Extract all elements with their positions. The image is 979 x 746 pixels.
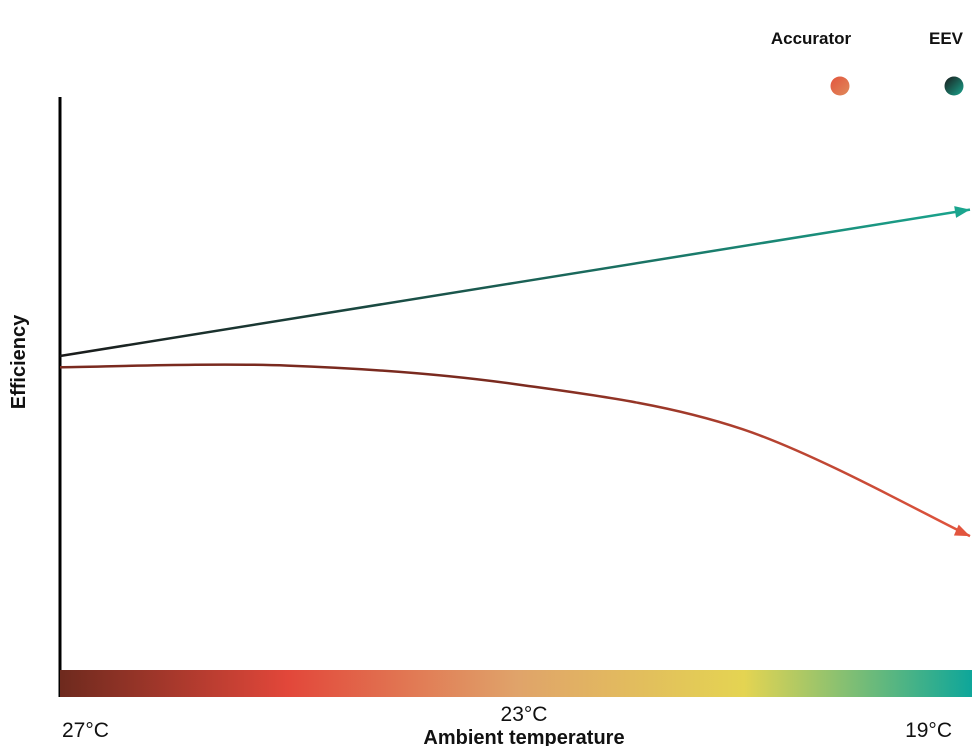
legend-label-accurator: Accurator (771, 29, 852, 48)
x-tick-label-19: 19°C (905, 719, 952, 742)
legend: Accurator EEV (771, 29, 964, 96)
x-tick-label-27: 27°C (62, 719, 109, 742)
temperature-gradient-bar (60, 670, 972, 697)
legend-marker-eev (944, 76, 964, 96)
series-layer (59, 206, 971, 538)
y-axis-title: Efficiency (8, 314, 30, 409)
series-line-accurator (59, 363, 971, 538)
series-line-eev (59, 208, 971, 358)
legend-marker-accurator (830, 76, 850, 96)
legend-label-eev: EEV (929, 29, 964, 48)
legend-item-eev: EEV (929, 29, 964, 96)
x-tick-label-23: 23°C (501, 703, 548, 726)
legend-item-accurator: Accurator (771, 29, 852, 96)
x-axis-title: Ambient temperature (423, 727, 624, 746)
series-arrowhead-eev (954, 206, 970, 218)
series-arrowhead-accurator (953, 524, 970, 537)
